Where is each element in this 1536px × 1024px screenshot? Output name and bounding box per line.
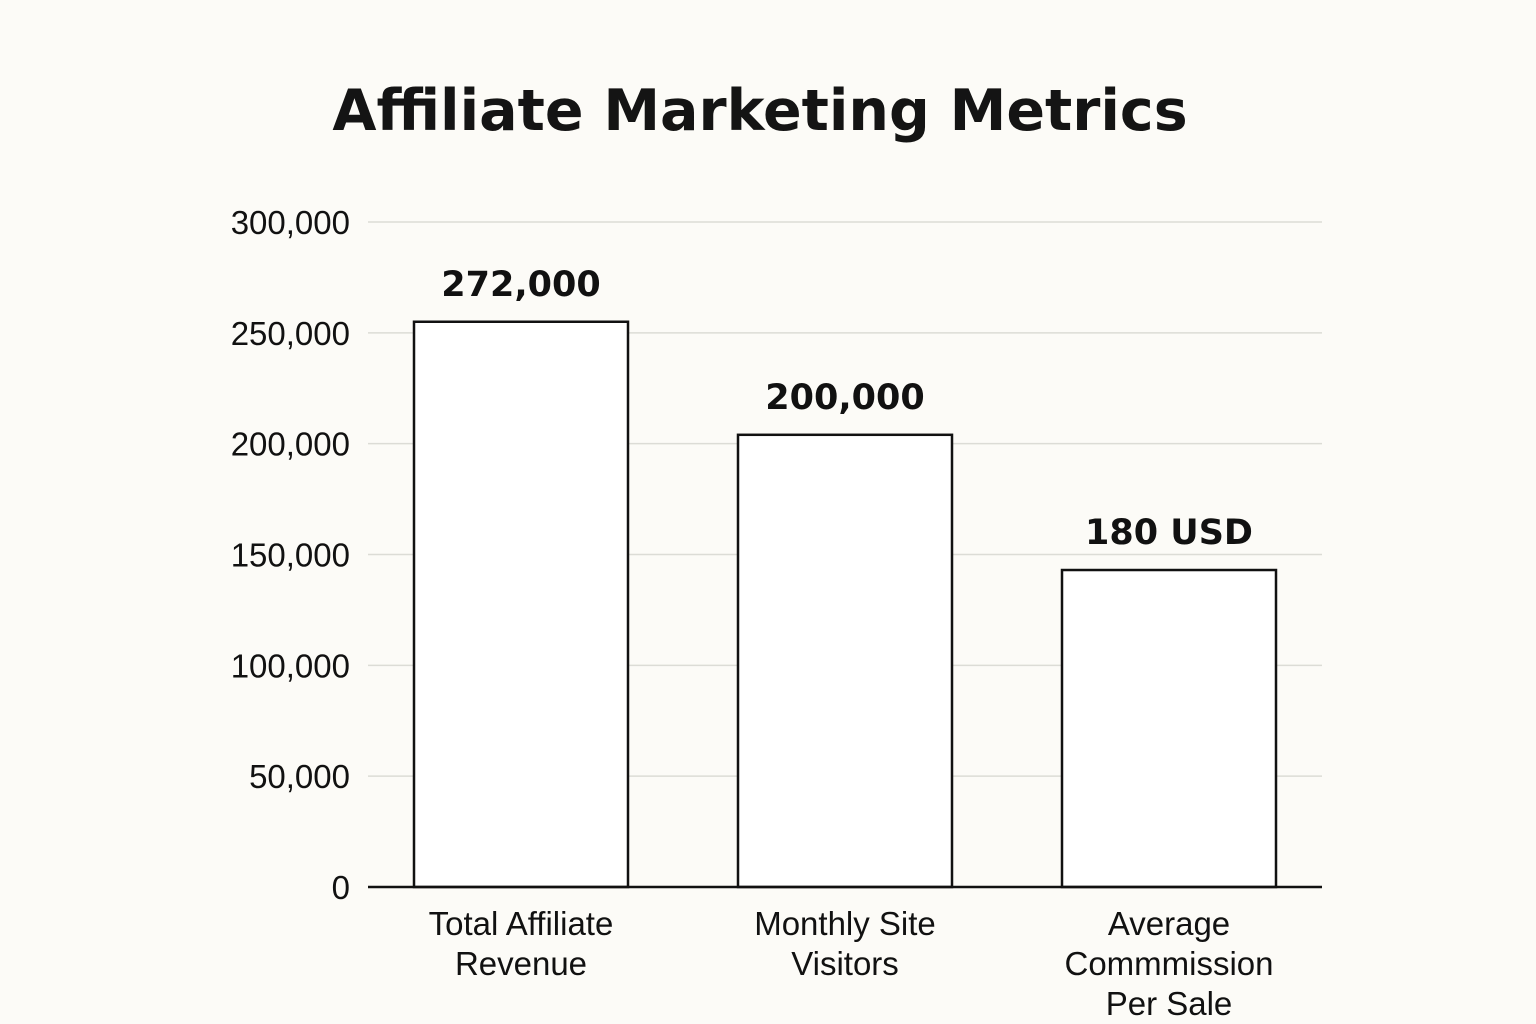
category-label: Visitors <box>791 945 899 982</box>
bar <box>412 320 630 889</box>
y-tick-label: 0 <box>332 869 350 906</box>
bars <box>412 320 1278 889</box>
bar <box>1060 568 1278 889</box>
bar-value-label: 272,000 <box>441 265 600 305</box>
category-label: Average <box>1108 905 1230 942</box>
bar-value-label: 200,000 <box>765 378 924 418</box>
y-tick-label: 300,000 <box>231 204 350 241</box>
y-tick-label: 250,000 <box>231 315 350 352</box>
y-tick-label: 50,000 <box>249 758 350 795</box>
chart-title: Affiliate Marketing Metrics <box>332 78 1187 144</box>
bar-value-label: 180 USD <box>1085 513 1253 553</box>
y-tick-label: 200,000 <box>231 426 350 463</box>
y-tick-label: 150,000 <box>231 537 350 574</box>
bar <box>736 433 954 889</box>
category-label: Revenue <box>455 945 587 982</box>
category-label: Per Sale <box>1106 985 1233 1022</box>
value-labels: 272,000 200,000 180 USD <box>441 265 1253 553</box>
category-label: Commmission <box>1064 945 1273 982</box>
y-tick-label: 100,000 <box>231 647 350 684</box>
y-axis-ticks: 0 50,000 100,000 150,000 200,000 250,000 300,0… <box>231 204 350 906</box>
category-label: Monthly Site <box>754 905 936 942</box>
category-label: Total Affiliate <box>429 905 614 942</box>
